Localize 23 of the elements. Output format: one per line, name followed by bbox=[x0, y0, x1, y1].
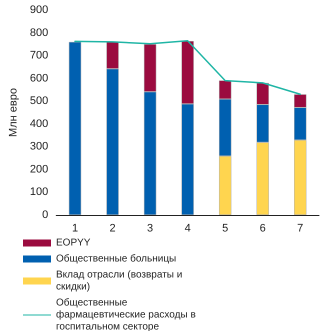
y-tick-label: 600 bbox=[30, 72, 48, 84]
x-tick-label: 6 bbox=[260, 222, 266, 234]
legend-label: Общественные больницы bbox=[56, 254, 176, 264]
y-tick-label: 300 bbox=[30, 140, 48, 153]
y-tick-label: 900 bbox=[30, 4, 48, 16]
y-tick-label: 800 bbox=[30, 26, 48, 39]
bar bbox=[68, 42, 82, 215]
legend-label: EOPYY bbox=[56, 238, 91, 248]
y-axis-title: Млн евро bbox=[8, 88, 20, 137]
x-tick-label: 4 bbox=[184, 222, 191, 234]
legend-label: Вклад отрасли (возвраты и скидки) bbox=[56, 270, 186, 292]
x-tick-label: 5 bbox=[222, 222, 228, 234]
x-tick-label: 3 bbox=[147, 222, 154, 234]
x-tick-label: 1 bbox=[72, 222, 78, 234]
y-tick-label: 400 bbox=[30, 118, 48, 130]
y-tick-label: 700 bbox=[30, 50, 48, 62]
x-tick-label: 2 bbox=[109, 222, 116, 234]
y-tick-label: 500 bbox=[30, 95, 48, 108]
y-tick-label: 200 bbox=[30, 163, 48, 176]
y-tick-label: 100 bbox=[30, 186, 48, 198]
line-series bbox=[74, 40, 301, 96]
x-tick-label: 7 bbox=[297, 222, 304, 234]
y-tick-label: 0 bbox=[42, 209, 48, 221]
